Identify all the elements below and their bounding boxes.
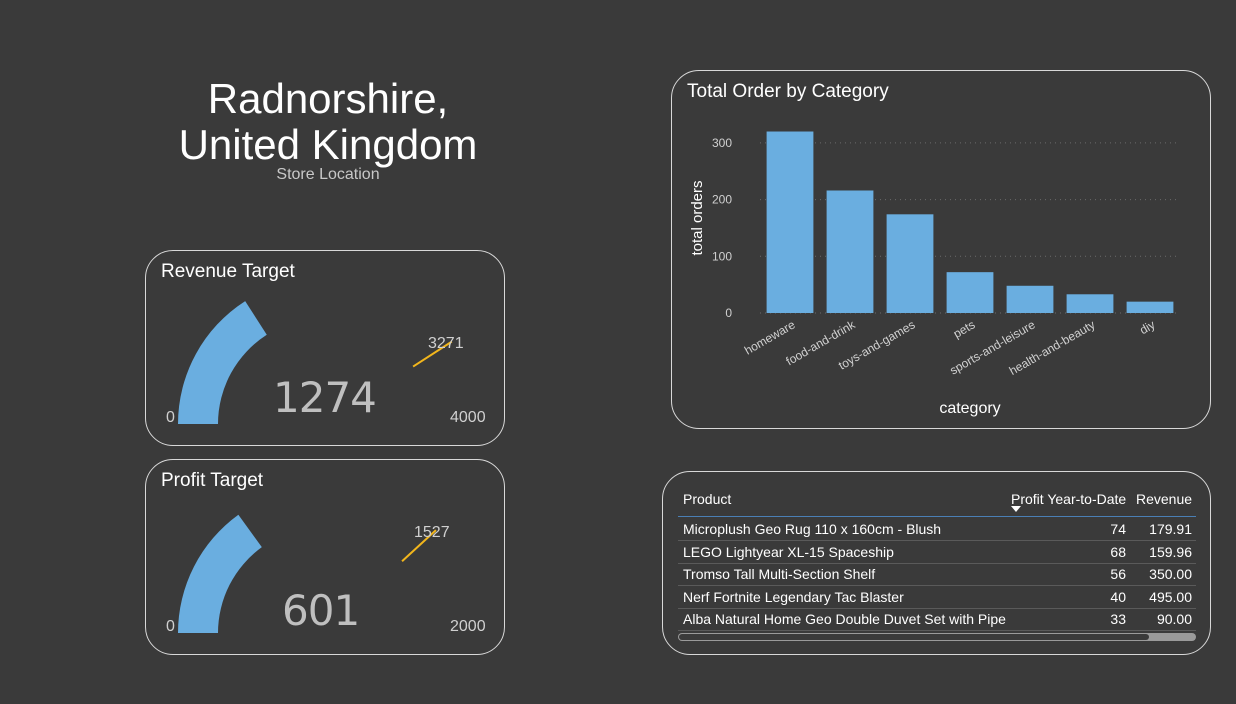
profit-target-title: Profit Target — [161, 470, 264, 491]
bar-food-and-drink — [826, 190, 874, 313]
product-table-card[interactable]: Product Profit Year-to-Date Revenue Micr… — [662, 471, 1211, 655]
cell-revenue: 179.91 — [1149, 521, 1192, 537]
cell-revenue: 90.00 — [1156, 611, 1192, 628]
bar-homeware — [766, 131, 814, 313]
bar-diy — [1126, 301, 1174, 313]
total-order-chart-card[interactable]: Total Order by Category 0 100 200 300 homewa… — [671, 70, 1211, 429]
revenue-gauge-max: 4000 — [450, 409, 486, 426]
cell-product: Tromso Tall Multi-Section Shelf — [683, 566, 876, 583]
bar-sports-and-leisure — [1006, 285, 1054, 313]
cell-profit: 74 — [1110, 521, 1126, 537]
header-divider — [678, 516, 1196, 517]
revenue-target-card[interactable]: Revenue Target 0 4000 3271 1274 — [145, 250, 505, 446]
horizontal-scrollbar-thumb[interactable] — [679, 634, 1149, 640]
header-profit-ytd[interactable]: Profit Year-to-Date — [1011, 491, 1127, 507]
revenue-gauge — [178, 301, 453, 424]
table-row[interactable]: LEGO Lightyear XL-15 Spaceship 68 159.96 — [678, 540, 1196, 564]
profit-gauge-max: 2000 — [450, 618, 486, 635]
cell-product: LEGO Lightyear XL-15 Spaceship — [683, 543, 894, 560]
location-line-2: United Kingdom — [178, 121, 478, 168]
profit-gauge — [178, 514, 437, 633]
profit-target-card[interactable]: Profit Target 0 2000 1527 601 — [145, 459, 505, 655]
cell-product: Microplush Geo Rug 110 x 160cm - Blush — [683, 521, 942, 537]
bar-toys-and-games — [886, 214, 934, 313]
cell-profit: 40 — [1110, 588, 1126, 605]
header-revenue[interactable]: Revenue — [1136, 491, 1193, 507]
store-location-subtitle: Store Location — [276, 166, 380, 183]
profit-gauge-value: 601 — [282, 586, 360, 635]
x-tick-label: homeware — [742, 317, 798, 357]
table-row[interactable]: Nerf Fortnite Legendary Tac Blaster 40 495… — [678, 585, 1196, 609]
revenue-gauge-fill — [178, 301, 267, 424]
cell-revenue: 495.00 — [1149, 588, 1192, 605]
cell-profit: 33 — [1110, 611, 1126, 628]
revenue-target-title: Revenue Target — [161, 261, 295, 282]
bar-chart: 0100200300homewarefood-and-drinktoys-and… — [689, 131, 1180, 417]
table-row[interactable]: Tromso Tall Multi-Section Shelf 56 350.00 — [678, 562, 1196, 587]
table-row[interactable]: Alba Natural Home Geo Double Duvet Set w… — [678, 607, 1196, 632]
table-row[interactable]: Microplush Geo Rug 110 x 160cm - Blush 74… — [678, 517, 1196, 541]
revenue-gauge-value: 1274 — [273, 373, 377, 422]
revenue-gauge-target-label: 3271 — [428, 335, 464, 352]
profit-gauge-min: 0 — [166, 618, 175, 635]
cell-profit: 68 — [1110, 543, 1126, 560]
profit-gauge-target-label: 1527 — [414, 524, 450, 541]
horizontal-scrollbar-track[interactable] — [678, 633, 1196, 641]
y-tick-label: 300 — [712, 136, 732, 150]
bar-pets — [946, 272, 994, 313]
location-line-1: Radnorshire, — [207, 75, 449, 122]
chart-title: Total Order by Category — [687, 81, 889, 102]
y-axis-label: total orders — [689, 180, 706, 255]
cell-profit: 56 — [1110, 566, 1126, 583]
revenue-gauge-min: 0 — [166, 409, 175, 426]
header-product[interactable]: Product — [683, 491, 732, 507]
y-tick-label: 200 — [712, 193, 732, 207]
x-tick-label: pets — [951, 317, 978, 340]
y-tick-label: 100 — [712, 249, 732, 263]
profit-gauge-fill — [178, 514, 262, 633]
y-tick-label: 0 — [725, 306, 732, 320]
profit-target-marker — [401, 529, 437, 563]
sort-descending-icon[interactable] — [1011, 506, 1021, 513]
cell-revenue: 159.96 — [1149, 543, 1192, 560]
store-location-title: Radnorshire, United Kingdom — [120, 76, 536, 168]
bar-health-and-beauty — [1066, 294, 1114, 313]
x-axis-label: category — [939, 400, 1000, 417]
cell-product: Alba Natural Home Geo Double Duvet Set w… — [683, 611, 1006, 628]
revenue-target-marker — [412, 340, 453, 368]
cell-revenue: 350.00 — [1149, 566, 1192, 583]
cell-product: Nerf Fortnite Legendary Tac Blaster — [683, 588, 904, 605]
x-tick-label: diy — [1137, 317, 1157, 337]
